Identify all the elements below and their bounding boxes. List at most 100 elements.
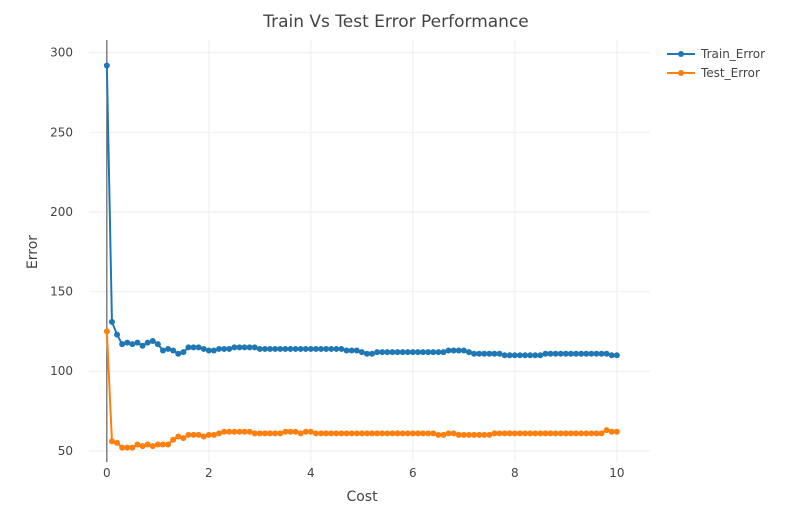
- data-point[interactable]: [491, 430, 498, 437]
- data-point[interactable]: [246, 344, 253, 351]
- data-point[interactable]: [170, 347, 177, 354]
- data-point[interactable]: [404, 349, 411, 356]
- data-point[interactable]: [567, 430, 574, 437]
- data-point[interactable]: [165, 345, 172, 352]
- data-point[interactable]: [154, 441, 161, 448]
- data-point[interactable]: [231, 428, 238, 435]
- data-point[interactable]: [236, 344, 243, 351]
- data-point[interactable]: [384, 430, 391, 437]
- data-point[interactable]: [603, 427, 610, 434]
- data-point[interactable]: [205, 347, 212, 354]
- data-point[interactable]: [471, 431, 478, 438]
- data-point[interactable]: [185, 431, 192, 438]
- data-point[interactable]: [103, 62, 110, 69]
- data-point[interactable]: [593, 350, 600, 357]
- data-point[interactable]: [348, 430, 355, 437]
- data-point[interactable]: [562, 430, 569, 437]
- data-point[interactable]: [573, 350, 580, 357]
- data-point[interactable]: [312, 430, 319, 437]
- data-point[interactable]: [399, 430, 406, 437]
- data-point[interactable]: [134, 441, 141, 448]
- data-point[interactable]: [226, 428, 233, 435]
- data-point[interactable]: [409, 349, 416, 356]
- data-point[interactable]: [333, 345, 340, 352]
- data-point[interactable]: [516, 430, 523, 437]
- data-point[interactable]: [180, 435, 187, 442]
- data-point[interactable]: [557, 350, 564, 357]
- data-point[interactable]: [353, 430, 360, 437]
- data-point[interactable]: [338, 430, 345, 437]
- data-point[interactable]: [221, 345, 228, 352]
- data-point[interactable]: [114, 331, 121, 338]
- data-point[interactable]: [170, 436, 177, 443]
- data-point[interactable]: [358, 430, 365, 437]
- data-point[interactable]: [414, 349, 421, 356]
- data-point[interactable]: [588, 430, 595, 437]
- data-point[interactable]: [256, 345, 263, 352]
- data-point[interactable]: [389, 430, 396, 437]
- data-point[interactable]: [384, 349, 391, 356]
- data-point[interactable]: [139, 443, 146, 450]
- data-point[interactable]: [547, 430, 554, 437]
- data-point[interactable]: [124, 444, 131, 451]
- data-point[interactable]: [552, 350, 559, 357]
- data-point[interactable]: [608, 428, 615, 435]
- data-point[interactable]: [272, 345, 279, 352]
- data-point[interactable]: [578, 430, 585, 437]
- data-point[interactable]: [216, 430, 223, 437]
- data-point[interactable]: [511, 430, 518, 437]
- data-point[interactable]: [435, 349, 442, 356]
- data-point[interactable]: [210, 431, 217, 438]
- data-point[interactable]: [241, 428, 248, 435]
- data-point[interactable]: [603, 350, 610, 357]
- data-point[interactable]: [363, 350, 370, 357]
- data-point[interactable]: [246, 428, 253, 435]
- data-point[interactable]: [124, 339, 131, 346]
- data-point[interactable]: [200, 433, 207, 440]
- data-point[interactable]: [267, 345, 274, 352]
- data-point[interactable]: [583, 430, 590, 437]
- data-point[interactable]: [409, 430, 416, 437]
- data-point[interactable]: [297, 345, 304, 352]
- data-point[interactable]: [108, 318, 115, 325]
- data-point[interactable]: [486, 350, 493, 357]
- data-point[interactable]: [154, 341, 161, 348]
- data-point[interactable]: [216, 345, 223, 352]
- data-point[interactable]: [149, 337, 156, 344]
- data-point[interactable]: [394, 349, 401, 356]
- data-point[interactable]: [103, 328, 110, 335]
- data-point[interactable]: [486, 431, 493, 438]
- data-point[interactable]: [363, 430, 370, 437]
- data-point[interactable]: [511, 352, 518, 359]
- data-point[interactable]: [394, 430, 401, 437]
- data-point[interactable]: [471, 350, 478, 357]
- data-point[interactable]: [282, 428, 289, 435]
- data-point[interactable]: [175, 433, 182, 440]
- data-point[interactable]: [190, 431, 197, 438]
- data-point[interactable]: [420, 349, 427, 356]
- data-point[interactable]: [343, 430, 350, 437]
- data-point[interactable]: [557, 430, 564, 437]
- data-point[interactable]: [159, 441, 166, 448]
- data-point[interactable]: [588, 350, 595, 357]
- data-point[interactable]: [552, 430, 559, 437]
- data-point[interactable]: [241, 344, 248, 351]
- data-point[interactable]: [537, 430, 544, 437]
- data-point[interactable]: [318, 430, 325, 437]
- data-point[interactable]: [414, 430, 421, 437]
- data-point[interactable]: [180, 349, 187, 356]
- data-point[interactable]: [149, 443, 156, 450]
- data-point[interactable]: [506, 430, 513, 437]
- data-point[interactable]: [608, 352, 615, 359]
- data-point[interactable]: [251, 430, 258, 437]
- data-point[interactable]: [532, 352, 539, 359]
- data-point[interactable]: [348, 347, 355, 354]
- data-point[interactable]: [613, 352, 620, 359]
- data-point[interactable]: [481, 350, 488, 357]
- data-point[interactable]: [506, 352, 513, 359]
- data-point[interactable]: [562, 350, 569, 357]
- data-point[interactable]: [527, 430, 534, 437]
- data-point[interactable]: [114, 439, 121, 446]
- data-point[interactable]: [430, 349, 437, 356]
- data-point[interactable]: [425, 349, 432, 356]
